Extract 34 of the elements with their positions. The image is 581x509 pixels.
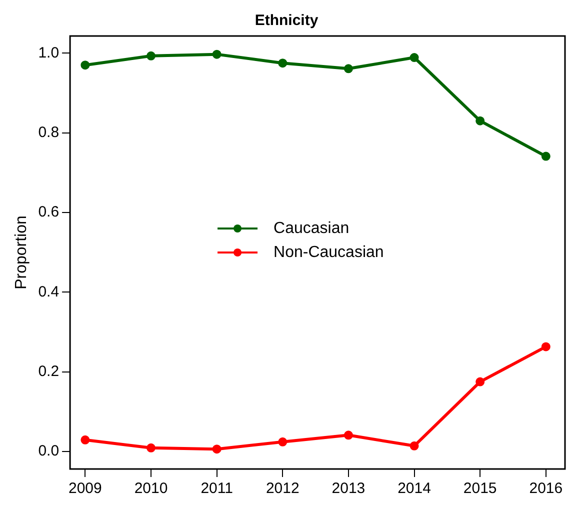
y-tick-label: 0.2 xyxy=(38,362,60,380)
point xyxy=(212,444,222,454)
point xyxy=(146,51,156,60)
x-tick-label: 2009 xyxy=(68,480,102,498)
point xyxy=(80,60,90,70)
y-tick-label: 0.6 xyxy=(38,204,60,221)
point xyxy=(80,435,90,444)
legend-label: Non-Caucasian xyxy=(274,244,384,261)
y-tick-label: 0.0 xyxy=(38,442,60,460)
chart-title: Ethnicity xyxy=(254,12,319,30)
x-tick-label: 2012 xyxy=(266,480,300,498)
x-tick-label: 2011 xyxy=(200,480,233,498)
point xyxy=(410,53,419,62)
point xyxy=(278,437,288,446)
x-tick-label: 2016 xyxy=(529,480,563,498)
point xyxy=(344,430,353,440)
point xyxy=(146,443,156,452)
y-tick-label: 0.8 xyxy=(38,124,60,141)
legend-label: Caucasian xyxy=(274,220,350,237)
point xyxy=(476,377,485,386)
y-tick-label: 0.4 xyxy=(38,283,60,300)
point xyxy=(278,58,288,68)
point xyxy=(344,64,353,74)
x-tick-label: 2010 xyxy=(134,480,168,498)
point xyxy=(410,441,419,450)
point xyxy=(476,116,485,126)
x-tick-label: 2014 xyxy=(398,480,431,498)
point xyxy=(541,152,550,161)
x-tick-label: 2015 xyxy=(463,480,497,498)
point xyxy=(541,342,550,352)
x-tick-label: 2013 xyxy=(332,480,366,498)
y-axis-title: Proportion xyxy=(13,216,30,290)
y-tick-label: 1.0 xyxy=(38,44,60,62)
point xyxy=(212,50,222,59)
